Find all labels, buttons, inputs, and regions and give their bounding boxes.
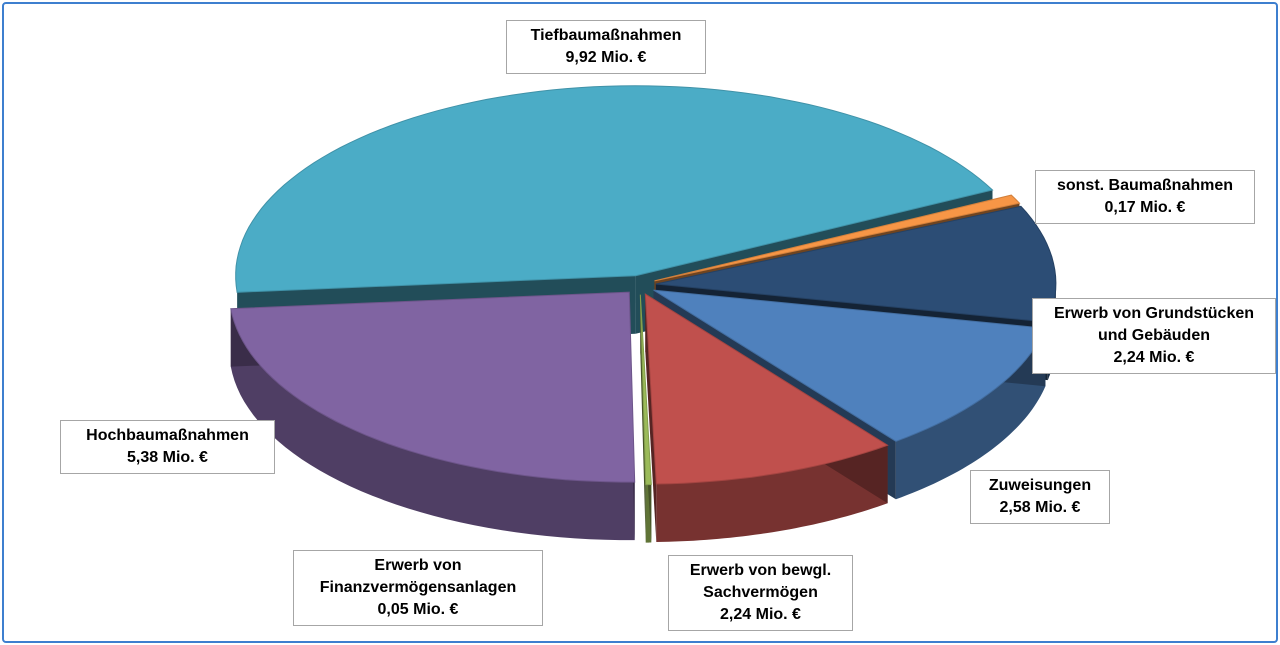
label-name: Tiefbaumaßnahmen: [530, 27, 682, 44]
label-name: Hochbaumaßnahmen: [86, 427, 249, 444]
slice: [230, 291, 636, 483]
label-name: Zuweisungen: [988, 477, 1092, 494]
data-label: Erwerb von bewgl. Sachvermögen 2,24 Mio. …: [668, 555, 853, 631]
label-name: Erwerb von bewgl. Sachvermögen: [689, 562, 832, 601]
slice-side: [230, 308, 635, 541]
slice-side: [656, 445, 888, 542]
label-value: 5,38 Mio. €: [127, 449, 208, 466]
label-value: 2,24 Mio. €: [1113, 349, 1195, 366]
slice: [644, 293, 889, 485]
data-label: Erwerb von Finanzvermögensanlagen 0,05 Mi…: [293, 550, 543, 626]
label-name: Erwerb von Finanzvermögensanlagen: [319, 557, 517, 596]
data-label: Zuweisungen 2,58 Mio. €: [970, 470, 1110, 524]
data-label: Hochbaumaßnahmen 5,38 Mio. €: [60, 420, 275, 474]
label-value: 0,17 Mio. €: [1104, 199, 1186, 216]
slice-cut: [645, 294, 657, 542]
label-value: 0,05 Mio. €: [377, 601, 459, 618]
slice-side: [895, 328, 1046, 500]
slice: [654, 194, 1021, 282]
data-label: Tiefbaumaßnahmen 9,92 Mio. €: [506, 20, 706, 74]
label-name: Erwerb von Grundstücken und Gebäuden: [1053, 305, 1255, 344]
label-value: 2,58 Mio. €: [999, 499, 1081, 516]
slice: [235, 85, 994, 293]
data-label: Erwerb von Grundstücken und Gebäuden 2,24…: [1032, 298, 1276, 374]
label-name: sonst. Baumaßnahmen: [1056, 177, 1234, 194]
slice: [639, 294, 652, 486]
label-value: 9,92 Mio. €: [565, 49, 647, 66]
label-value: 2,24 Mio. €: [720, 606, 801, 623]
data-label: sonst. Baumaßnahmen 0,17 Mio. €: [1035, 170, 1255, 224]
